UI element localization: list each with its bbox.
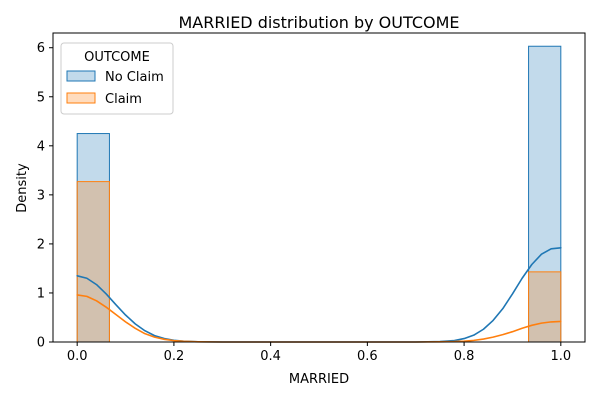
y-tick-label: 5 [37,90,45,105]
y-tick-label: 3 [37,188,45,203]
kde-line-no-claim [76,247,562,343]
legend-label-claim: Claim [105,92,142,107]
legend-label-no-claim: No Claim [105,70,164,85]
y-tick-label: 1 [37,286,45,301]
kde-line-claim [76,294,562,343]
x-tick-label: 0.2 [164,349,185,364]
legend-box [60,42,174,115]
legend-swatch-no-claim [66,70,96,82]
histogram-bar-no-claim-1 [528,45,562,343]
y-tick-label: 6 [37,41,45,56]
histogram-bar-claim-0 [76,181,110,343]
legend-swatch-claim [66,92,96,104]
x-tick-label: 0.0 [67,349,88,364]
chart-title: MARRIED distribution by OUTCOME [178,13,459,32]
plot-frame [52,32,586,343]
x-tick-label: 1.0 [550,349,571,364]
legend-title: OUTCOME [84,50,150,65]
legend: OUTCOME No Claim Claim [60,42,174,115]
plot-area [76,45,562,343]
y-tick-label: 2 [37,237,45,252]
x-tick-label: 0.8 [454,349,475,364]
y-tick-label: 0 [37,336,45,351]
x-axis-label: MARRIED [289,372,349,387]
y-axis: 0 1 2 3 4 5 6 [37,41,53,351]
x-tick-label: 0.6 [357,349,378,364]
y-axis-label: Density [15,163,30,213]
y-tick-label: 4 [37,139,45,154]
histogram-bar-claim-1 [528,271,562,343]
x-tick-label: 0.4 [260,349,281,364]
x-axis: 0.0 0.2 0.4 0.6 0.8 1.0 [67,342,571,364]
histogram-bar-no-claim-0 [76,133,110,343]
